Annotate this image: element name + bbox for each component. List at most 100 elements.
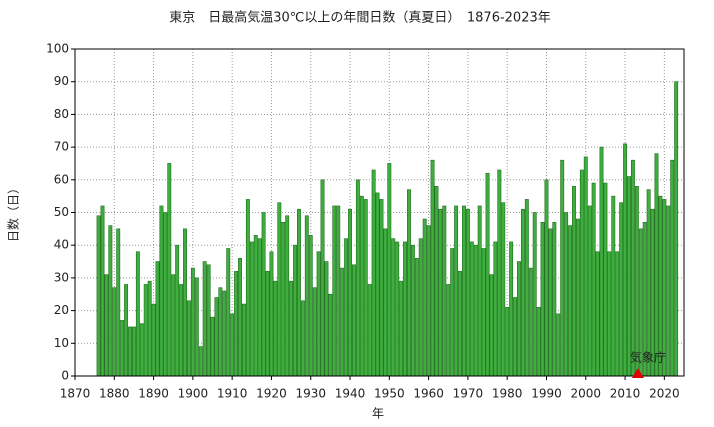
- bar: [371, 169, 376, 377]
- bar: [175, 244, 180, 377]
- bar: [473, 244, 478, 377]
- bar: [312, 287, 317, 377]
- bar: [198, 346, 203, 377]
- bar: [540, 222, 545, 377]
- plot-area: 0 10 20 30 40 50 60 70 80 90 100 1870 1880 1890 1900 19…: [46, 42, 685, 401]
- bar: [363, 199, 368, 377]
- bar: [603, 182, 608, 377]
- bar: [210, 316, 215, 377]
- bar: [171, 274, 176, 377]
- bar: [391, 238, 396, 377]
- x-tick-label: 1900: [178, 387, 209, 401]
- x-axis-label: 年: [372, 407, 384, 421]
- bar: [552, 222, 557, 377]
- bar: [159, 205, 164, 377]
- bar: [352, 264, 356, 377]
- bar: [395, 241, 400, 377]
- bar: [206, 264, 211, 377]
- annotation: 気象庁: [630, 350, 666, 365]
- x-tick-label: 1960: [413, 387, 444, 401]
- bar: [481, 248, 486, 377]
- bar: [674, 81, 679, 377]
- bar: [615, 251, 620, 377]
- bar: [572, 186, 576, 377]
- bar: [426, 225, 431, 377]
- y-tick-label: 80: [54, 107, 69, 121]
- bar: [513, 297, 518, 377]
- bar: [131, 326, 136, 377]
- bar: [316, 251, 321, 377]
- bar: [143, 284, 148, 377]
- bar: [607, 251, 612, 377]
- bar: [375, 192, 380, 377]
- bar: [155, 261, 160, 377]
- bar: [112, 287, 117, 377]
- x-tick-label: 1990: [531, 387, 562, 401]
- bar: [230, 313, 235, 377]
- bar: [273, 280, 278, 377]
- x-tick-label: 1950: [374, 387, 405, 401]
- bar: [108, 225, 113, 377]
- bar: [619, 202, 624, 377]
- bar: [450, 248, 455, 377]
- bar: [289, 280, 294, 377]
- bar: [627, 176, 631, 377]
- bar: [670, 159, 675, 377]
- source-marker: [632, 368, 644, 378]
- bar: [505, 307, 510, 377]
- bar: [658, 195, 663, 377]
- x-tick-label: 1880: [99, 387, 130, 401]
- bar: [583, 156, 588, 377]
- bar: [340, 267, 345, 377]
- bar: [438, 208, 443, 377]
- bar: [336, 205, 341, 377]
- bar: [234, 271, 239, 377]
- x-tick-label: 1890: [138, 387, 169, 401]
- y-tick-label: 40: [54, 238, 69, 252]
- bar: [285, 215, 290, 377]
- bar: [147, 280, 152, 377]
- y-axis-label: 日数（日）: [6, 182, 21, 242]
- bar: [96, 215, 101, 377]
- bar: [560, 159, 565, 377]
- bar: [167, 163, 172, 377]
- bar: [442, 205, 447, 377]
- bar: [587, 205, 592, 377]
- bar: [489, 274, 494, 377]
- bar: [163, 212, 168, 377]
- bar: [454, 205, 459, 377]
- bar: [666, 205, 671, 377]
- bar: [458, 271, 462, 377]
- bar: [520, 208, 525, 377]
- bar: [430, 159, 435, 377]
- bar: [509, 241, 514, 377]
- bar: [194, 277, 199, 377]
- bar: [434, 186, 439, 377]
- bar: [257, 238, 262, 377]
- bar: [214, 297, 219, 377]
- bar: [532, 212, 537, 377]
- y-tick-label: 60: [54, 172, 69, 186]
- bar: [183, 228, 187, 377]
- bar: [179, 284, 184, 377]
- bar: [128, 326, 132, 377]
- bar: [379, 199, 384, 377]
- bar: [623, 143, 628, 377]
- bar: [517, 261, 521, 377]
- x-tick-label: 1870: [60, 387, 91, 401]
- bar: [261, 212, 266, 377]
- bar: [528, 267, 533, 377]
- bar: [104, 274, 109, 377]
- bar: [100, 205, 105, 377]
- bar: [501, 202, 506, 377]
- bar: [399, 280, 404, 377]
- bar: [139, 323, 144, 377]
- bar: [222, 290, 227, 377]
- bar: [135, 251, 140, 377]
- bar: [297, 208, 301, 377]
- bar: [634, 186, 639, 377]
- bar: [241, 303, 246, 377]
- bar: [387, 163, 392, 377]
- x-tick-label: 2010: [610, 387, 641, 401]
